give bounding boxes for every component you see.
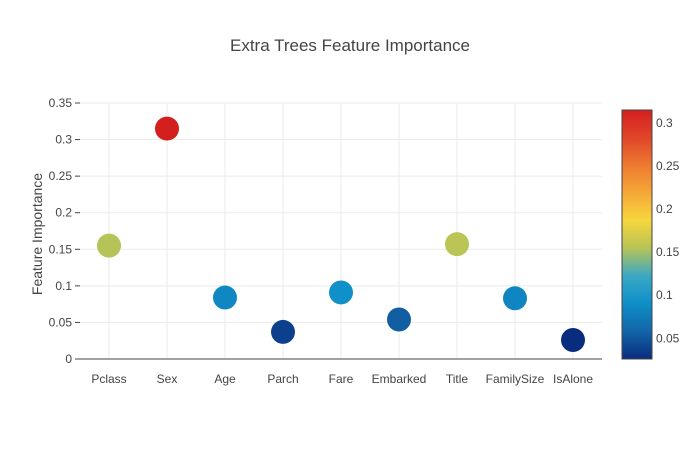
chart-title: Extra Trees Feature Importance — [230, 36, 470, 55]
data-point-fare[interactable] — [329, 280, 353, 305]
x-tick-label: IsAlone — [553, 372, 593, 386]
colorbar: 0.05 0.1 0.15 0.2 0.25 0.3 — [621, 109, 680, 360]
x-tick-label: Sex — [157, 372, 178, 386]
data-point-familysize[interactable] — [503, 286, 527, 311]
data-point-pclass[interactable] — [97, 233, 121, 258]
y-tick-label: 0.1 — [55, 279, 72, 293]
x-ticks: Pclass Sex Age Parch Fare Embarked Title Family… — [91, 372, 593, 386]
x-tick-label: FamilySize — [486, 372, 545, 386]
colorbar-tick-label: 0.2 — [656, 202, 673, 216]
y-tick-label: 0.15 — [49, 242, 73, 256]
x-tick-label: Parch — [267, 372, 298, 386]
y-ticks: 0 0.05 0.1 0.15 0.2 0.25 0.3 0.35 — [49, 96, 80, 366]
colorbar-tick-label: 0.3 — [656, 116, 673, 130]
y-tick-label: 0.3 — [55, 133, 72, 147]
data-point-embarked[interactable] — [387, 307, 411, 332]
y-tick-label: 0.35 — [49, 96, 73, 110]
data-point-parch[interactable] — [271, 319, 295, 344]
data-point-isalone[interactable] — [561, 327, 585, 352]
y-axis-label: Feature Importance — [29, 173, 45, 295]
grid — [80, 102, 602, 359]
colorbar-gradient — [621, 109, 653, 360]
colorbar-tick-label: 0.1 — [656, 288, 673, 302]
y-tick-label: 0.25 — [49, 169, 73, 183]
x-tick-label: Fare — [329, 372, 354, 386]
colorbar-tick-label: 0.15 — [656, 245, 680, 259]
data-point-sex[interactable] — [155, 116, 179, 141]
y-tick-label: 0.2 — [55, 206, 72, 220]
y-tick-label: 0.05 — [49, 315, 73, 329]
data-point-age[interactable] — [213, 285, 237, 310]
colorbar-tick-label: 0.05 — [656, 331, 680, 345]
data-points — [97, 116, 585, 352]
y-tick-label: 0 — [65, 352, 72, 366]
x-tick-label: Title — [446, 372, 469, 386]
data-point-title[interactable] — [445, 232, 469, 257]
colorbar-tick-label: 0.25 — [656, 159, 680, 173]
x-tick-label: Embarked — [372, 372, 427, 386]
x-tick-label: Age — [214, 372, 236, 386]
x-tick-label: Pclass — [91, 372, 126, 386]
